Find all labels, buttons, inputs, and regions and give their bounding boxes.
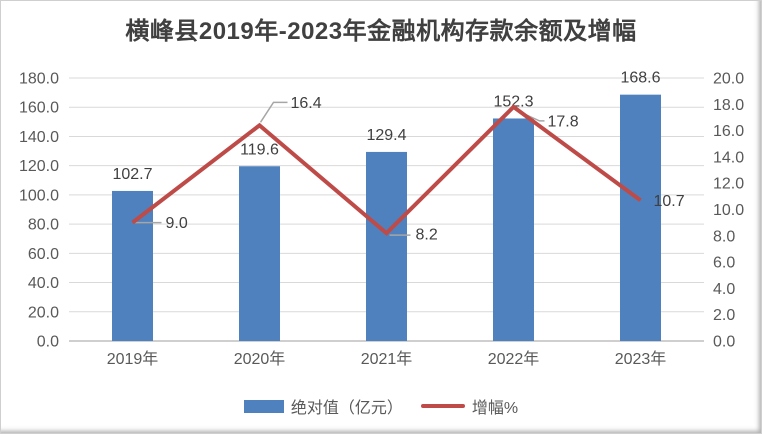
- legend: 绝对值（亿元） 增幅%: [1, 393, 761, 419]
- category-label: 2023年: [615, 350, 667, 368]
- right-axis-tick-label: 10.0: [713, 202, 744, 219]
- right-axis-tick-label: 18.0: [713, 97, 744, 114]
- left-axis-tick-label: 180.0: [19, 71, 59, 88]
- right-axis-tick-label: 6.0: [713, 255, 735, 272]
- left-axis-tick-label: 160.0: [19, 100, 59, 117]
- line-series-swatch: [420, 404, 465, 408]
- bar-2022年: [493, 118, 534, 341]
- category-label: 2020年: [234, 350, 286, 368]
- left-axis-tick-label: 60.0: [28, 246, 59, 263]
- bar-2020年: [239, 166, 280, 341]
- bar-2021年: [366, 151, 407, 341]
- left-axis-tick-label: 0.0: [37, 334, 59, 351]
- right-axis-tick-label: 12.0: [713, 176, 744, 193]
- right-axis-tick-label: 0.0: [713, 334, 735, 351]
- bar-value-label: 152.3: [493, 93, 533, 110]
- line-value-label: 17.8: [548, 113, 579, 130]
- right-axis-tick-label: 2.0: [713, 307, 735, 324]
- right-axis-tick-label: 20.0: [713, 71, 744, 88]
- right-axis-tick-label: 4.0: [713, 281, 735, 298]
- bar-value-label: 102.7: [112, 166, 152, 183]
- bar-value-label: 168.6: [620, 70, 660, 87]
- left-axis-tick-label: 120.0: [19, 158, 59, 175]
- line-series-label: 增幅%: [471, 400, 519, 417]
- left-axis-tick-label: 140.0: [19, 129, 59, 146]
- line-value-label: 16.4: [291, 95, 322, 112]
- bar-2019年: [112, 190, 153, 341]
- right-axis-tick-label: 8.0: [713, 228, 735, 245]
- line-value-label: 8.2: [416, 227, 438, 244]
- legend-item-bar-series: 绝对值（亿元）: [243, 394, 403, 418]
- chart-title: 横峰县2019年-2023年金融机构存款余额及增幅: [125, 18, 637, 45]
- category-label: 2022年: [488, 350, 540, 368]
- bar-2023年: [620, 94, 661, 341]
- growth-line-series: [131, 104, 642, 236]
- left-axis-tick-label: 100.0: [19, 187, 59, 204]
- bar-series-label: 绝对值（亿元）: [290, 400, 403, 417]
- bar-value-label: 119.6: [240, 141, 279, 158]
- left-axis-tick-label: 40.0: [28, 275, 59, 292]
- left-axis-tick-label: 20.0: [28, 304, 59, 321]
- line-value-label: 9.0: [166, 215, 188, 232]
- right-axis-tick-label: 16.0: [713, 123, 744, 140]
- category-label: 2021年: [361, 350, 413, 368]
- leader-line: [259, 101, 288, 123]
- left-axis-tick-label: 80.0: [28, 217, 59, 234]
- category-label: 2019年: [107, 350, 159, 368]
- right-axis-tick-label: 14.0: [713, 149, 744, 166]
- legend-item-line-series: 增幅%: [420, 394, 519, 418]
- bar-series-swatch: [243, 399, 284, 413]
- line-value-label: 10.7: [654, 193, 685, 210]
- bar-value-label: 129.4: [366, 127, 406, 144]
